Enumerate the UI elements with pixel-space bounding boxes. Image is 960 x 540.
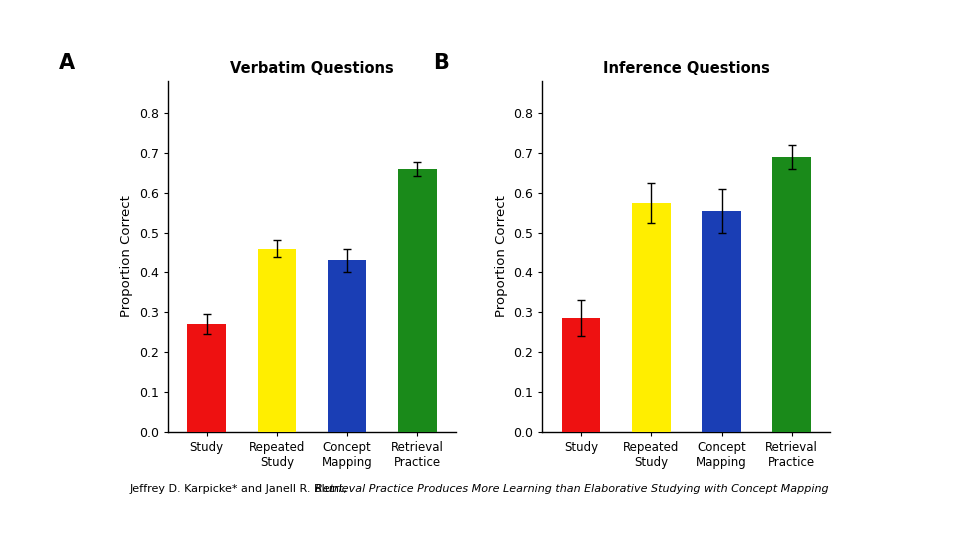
Text: A: A bbox=[59, 53, 75, 73]
Bar bbox=[327, 260, 367, 432]
Bar bbox=[562, 318, 600, 432]
Text: Retrieval Practice Produces More Learning than Elaborative Studying with Concept: Retrieval Practice Produces More Learnin… bbox=[315, 484, 828, 494]
Bar bbox=[398, 168, 437, 432]
Bar bbox=[632, 202, 671, 432]
Text: B: B bbox=[433, 53, 449, 73]
Title: Inference Questions: Inference Questions bbox=[603, 60, 770, 76]
Title: Verbatim Questions: Verbatim Questions bbox=[230, 60, 394, 76]
Bar bbox=[187, 325, 226, 432]
Text: Jeffrey D. Karpicke* and Janell R. Blunt,: Jeffrey D. Karpicke* and Janell R. Blunt… bbox=[130, 484, 351, 494]
Y-axis label: Proportion Correct: Proportion Correct bbox=[494, 195, 508, 318]
Bar bbox=[702, 211, 741, 432]
Bar bbox=[773, 157, 811, 432]
Bar bbox=[257, 248, 297, 432]
Y-axis label: Proportion Correct: Proportion Correct bbox=[120, 195, 133, 318]
